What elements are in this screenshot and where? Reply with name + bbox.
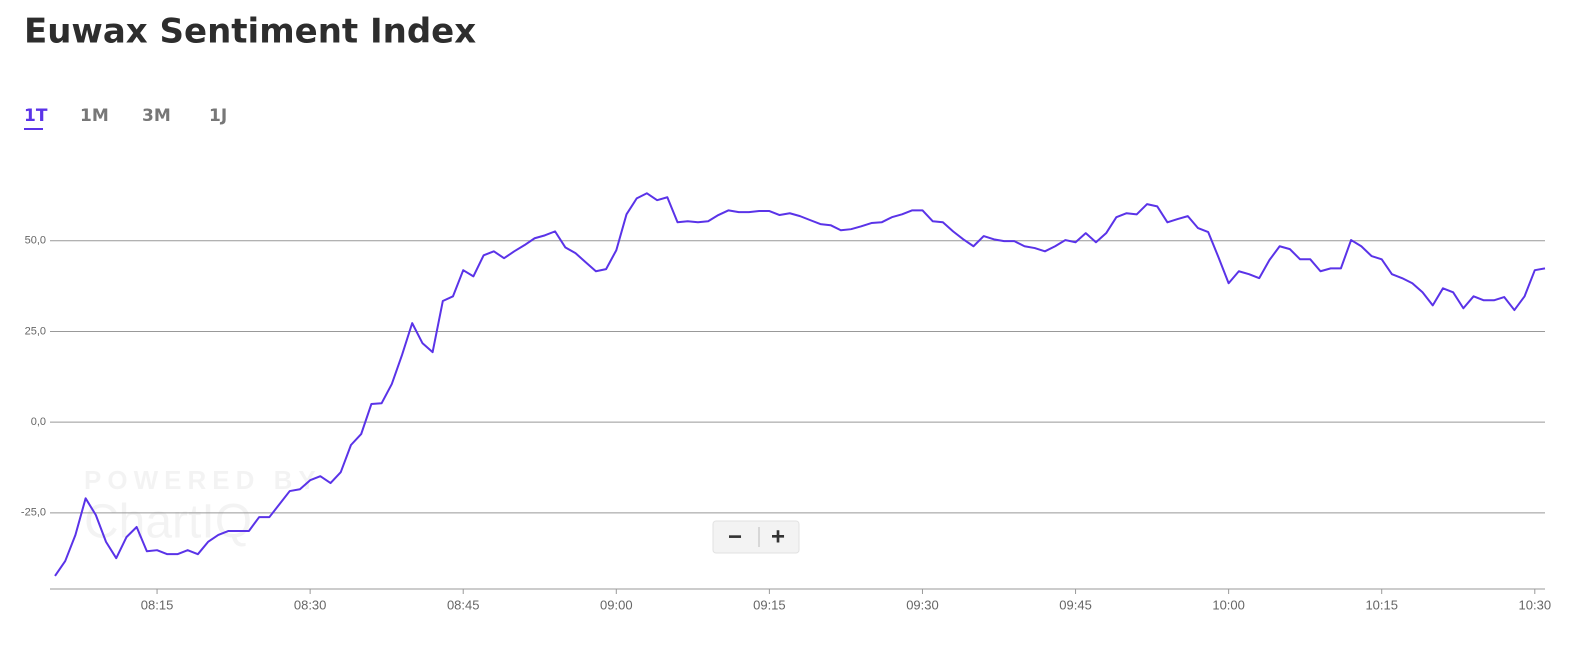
y-tick-label: 25,0 — [25, 325, 46, 337]
y-tick-label: 50,0 — [25, 235, 46, 247]
x-tick-label: 10:00 — [1212, 597, 1245, 612]
x-tick-label: 10:30 — [1519, 597, 1552, 612]
range-tabs: 1T 1M 3M 1J — [24, 106, 227, 130]
tab-underline — [24, 128, 43, 130]
data-line — [54, 192, 1546, 577]
x-tick-label: 09:30 — [906, 597, 939, 612]
x-tick-label: 09:45 — [1059, 597, 1092, 612]
range-tab[interactable]: 1T — [24, 106, 48, 126]
x-tick-label: 08:45 — [447, 597, 480, 612]
zoom-out[interactable]: − — [728, 523, 742, 550]
range-tab[interactable]: 3M — [142, 106, 171, 126]
y-tick-label: 0,0 — [31, 416, 46, 428]
zoom-in[interactable]: + — [771, 523, 785, 550]
x-tick-label: 09:15 — [753, 597, 786, 612]
zoom-controls: − + — [712, 520, 800, 554]
range-tab[interactable]: 1M — [80, 106, 109, 126]
x-tick-label: 10:15 — [1365, 597, 1398, 612]
x-tick-label: 08:15 — [141, 597, 174, 612]
zoom-box — [712, 520, 800, 554]
y-tick-label: -25,0 — [21, 507, 46, 519]
page-title: Euwax Sentiment Index — [24, 12, 476, 52]
plot: -25,0 0,0 25,0 50,0 08:15 08:30 08:45 09:00 09:1… — [21, 192, 1552, 612]
watermark: POWERED BY ChartIQ — [84, 465, 322, 549]
range-tab[interactable]: 1J — [209, 106, 227, 126]
x-tick-label: 08:30 — [294, 597, 327, 612]
x-tick-label: 09:00 — [600, 597, 633, 612]
watermark-text: POWERED BY — [84, 465, 322, 495]
watermark-logo: ChartIQ — [84, 496, 252, 549]
